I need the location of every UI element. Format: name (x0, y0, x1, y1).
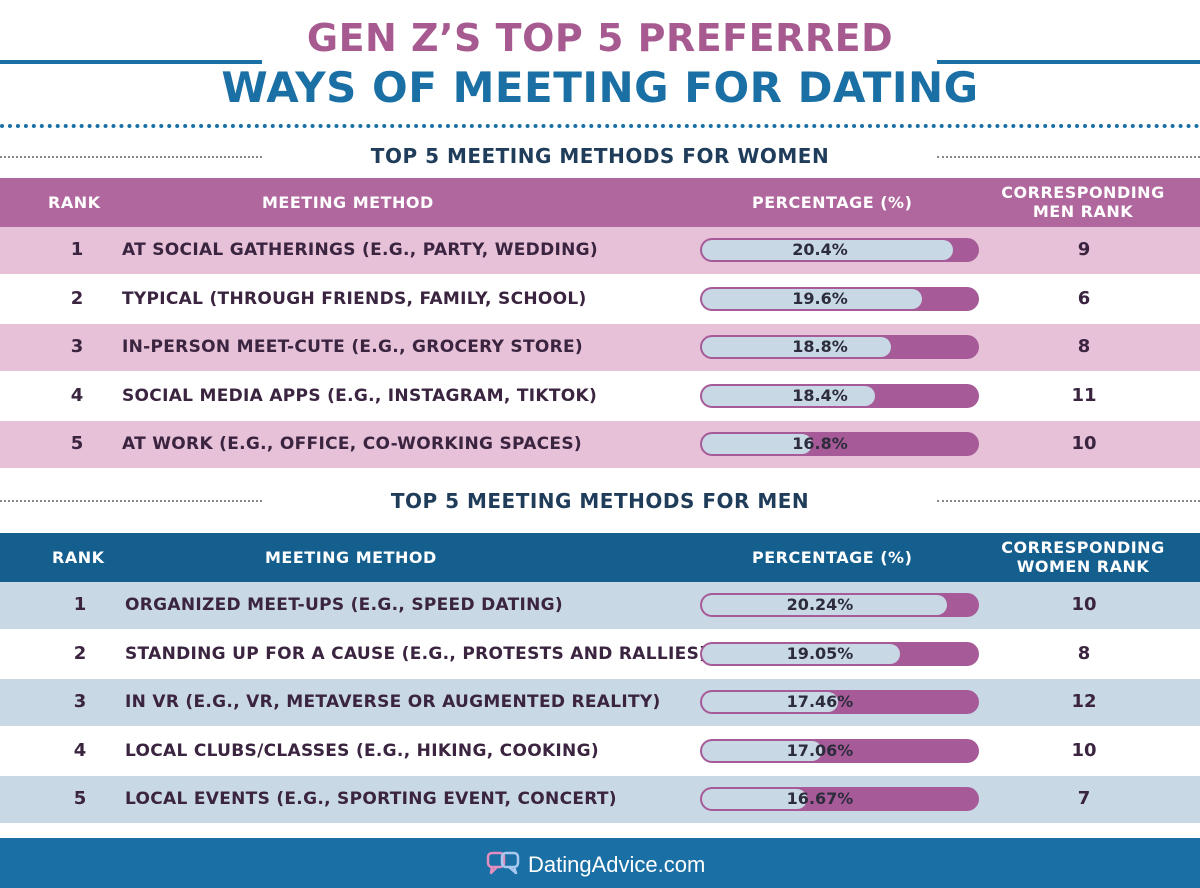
men-header-corresponding-line1: CORRESPONDING (1001, 538, 1165, 557)
row-meeting-method: ORGANIZED MEET-UPS (E.G., SPEED DATING) (125, 595, 564, 615)
men-header-corresponding: CORRESPONDING WOMEN RANK (975, 538, 1191, 576)
row-rank: 1 (73, 594, 87, 615)
title-rule-left (0, 60, 262, 64)
row-corresponding-rank: 10 (1071, 433, 1097, 454)
speech-bubbles-icon (486, 850, 522, 880)
row-meeting-method: SOCIAL MEDIA APPS (E.G., INSTAGRAM, TIKT… (122, 385, 598, 406)
women-title-rule-left (0, 156, 262, 158)
row-rank: 4 (70, 384, 84, 406)
percentage-bar-fill (702, 434, 812, 454)
percentage-bar-fill (702, 337, 891, 357)
row-meeting-method: AT SOCIAL GATHERINGS (E.G., PARTY, WEDDI… (122, 240, 598, 260)
men-header-corresponding-line2: WOMEN RANK (1016, 557, 1150, 576)
table-row: 2 STANDING UP FOR A CAUSE (E.G., PROTESTS… (0, 630, 1200, 678)
table-row: 5 LOCAL EVENTS (E.G., SPORTING EVENT, CON… (0, 776, 1200, 823)
row-corresponding-rank: 10 (1071, 739, 1097, 761)
table-row: 4 SOCIAL MEDIA APPS (E.G., INSTAGRAM, TIK… (0, 372, 1200, 420)
women-header-corresponding-line1: CORRESPONDING (1001, 183, 1165, 202)
percentage-bar: 20.4% (700, 238, 979, 262)
table-row: 3 IN VR (E.G., VR, METAVERSE OR AUGMENTED… (0, 679, 1200, 726)
table-row: 1 ORGANIZED MEET-UPS (E.G., SPEED DATING)… (0, 582, 1200, 629)
row-meeting-method: IN-PERSON MEET-CUTE (E.G., GROCERY STORE… (122, 337, 583, 357)
percentage-label: 18.8% (792, 337, 848, 356)
row-meeting-method: LOCAL EVENTS (E.G., SPORTING EVENT, CONC… (125, 789, 617, 809)
title-line-2: WAYS OF MEETING FOR DATING (221, 63, 979, 112)
row-corresponding-rank: 7 (1077, 788, 1091, 809)
percentage-bar-fill (702, 288, 922, 309)
percentage-label: 18.4% (792, 385, 848, 405)
row-corresponding-rank: 8 (1077, 642, 1091, 664)
row-rank: 4 (73, 739, 87, 761)
men-header-percentage: PERCENTAGE (%) (752, 548, 913, 567)
brand-name: DatingAdvice.com (528, 852, 706, 877)
row-meeting-method: AT WORK (E.G., OFFICE, CO-WORKING SPACES… (122, 434, 582, 454)
row-rank: 2 (70, 287, 84, 309)
row-corresponding-rank: 6 (1077, 287, 1091, 309)
row-rank: 1 (70, 239, 84, 260)
percentage-bar: 17.06% (700, 738, 979, 763)
percentage-bar: 17.46% (700, 690, 979, 714)
percentage-bar-fill (702, 789, 807, 809)
row-meeting-method: TYPICAL (THROUGH FRIENDS, FAMILY, SCHOOL… (122, 288, 587, 309)
percentage-bar: 20.24% (700, 593, 979, 617)
row-rank: 3 (73, 691, 87, 712)
table-row: 1 AT SOCIAL GATHERINGS (E.G., PARTY, WEDD… (0, 227, 1200, 274)
men-title-rule-right (937, 500, 1200, 502)
women-header-method: MEETING METHOD (262, 193, 434, 212)
percentage-label: 16.67% (786, 789, 854, 808)
percentage-bar-fill (702, 740, 822, 761)
row-meeting-method: STANDING UP FOR A CAUSE (E.G., PROTESTS … (125, 643, 708, 664)
women-header-percentage: PERCENTAGE (%) (752, 193, 913, 212)
footer-bar: DatingAdvice.com (0, 838, 1200, 888)
percentage-bar: 19.05% (700, 641, 979, 666)
percentage-bar: 18.8% (700, 335, 979, 359)
percentage-label: 19.05% (786, 643, 854, 663)
percentage-bar-fill (702, 595, 947, 615)
men-title-rule-left (0, 500, 262, 502)
brand-logo[interactable]: DatingAdvice.com (486, 850, 705, 880)
percentage-label: 19.6% (792, 288, 848, 308)
row-corresponding-rank: 12 (1071, 691, 1097, 712)
percentage-label: 20.24% (786, 595, 854, 614)
men-header-rank: RANK (52, 548, 105, 567)
percentage-bar: 16.67% (700, 787, 979, 811)
table-row: 2 TYPICAL (THROUGH FRIENDS, FAMILY, SCHOO… (0, 275, 1200, 323)
women-section-title: TOP 5 MEETING METHODS FOR WOMEN (370, 144, 830, 168)
title-dotted-divider (0, 124, 1200, 128)
row-corresponding-rank: 10 (1071, 594, 1097, 615)
percentage-label: 17.06% (786, 740, 854, 760)
percentage-label: 16.8% (792, 434, 848, 453)
men-header-method: MEETING METHOD (265, 548, 437, 567)
percentage-label: 20.4% (792, 240, 848, 259)
women-table-header: RANK MEETING METHOD PERCENTAGE (%) CORRE… (0, 178, 1200, 228)
percentage-bar: 18.4% (700, 383, 979, 408)
women-header-corresponding: CORRESPONDING MEN RANK (975, 183, 1191, 221)
percentage-bar-fill (702, 643, 900, 664)
row-corresponding-rank: 11 (1071, 384, 1097, 406)
women-title-rule-right (937, 156, 1200, 158)
men-table-header: RANK MEETING METHOD PERCENTAGE (%) CORRE… (0, 533, 1200, 583)
row-rank: 5 (73, 788, 87, 809)
women-header-corresponding-line2: MEN RANK (1032, 202, 1134, 221)
table-row: 3 IN-PERSON MEET-CUTE (E.G., GROCERY STOR… (0, 324, 1200, 371)
percentage-label: 17.46% (786, 692, 854, 711)
row-rank: 2 (73, 642, 87, 664)
percentage-bar-fill (702, 385, 875, 406)
percentage-bar: 16.8% (700, 432, 979, 456)
row-corresponding-rank: 8 (1077, 336, 1091, 357)
title-line-1: GEN Z’S TOP 5 PREFERRED (306, 16, 894, 60)
women-header-rank: RANK (48, 193, 101, 212)
row-rank: 5 (70, 433, 84, 454)
row-corresponding-rank: 9 (1077, 239, 1091, 260)
percentage-bar-fill (702, 240, 953, 260)
percentage-bar-fill (702, 692, 838, 712)
table-row: 4 LOCAL CLUBS/CLASSES (E.G., HIKING, COOK… (0, 727, 1200, 775)
men-section-title: TOP 5 MEETING METHODS FOR MEN (390, 489, 810, 513)
title-rule-right (937, 60, 1200, 64)
row-rank: 3 (70, 336, 84, 357)
row-meeting-method: LOCAL CLUBS/CLASSES (E.G., HIKING, COOKI… (125, 740, 599, 761)
table-row: 5 AT WORK (E.G., OFFICE, CO-WORKING SPACE… (0, 421, 1200, 468)
percentage-bar: 19.6% (700, 286, 979, 311)
row-meeting-method: IN VR (E.G., VR, METAVERSE OR AUGMENTED … (125, 692, 661, 712)
